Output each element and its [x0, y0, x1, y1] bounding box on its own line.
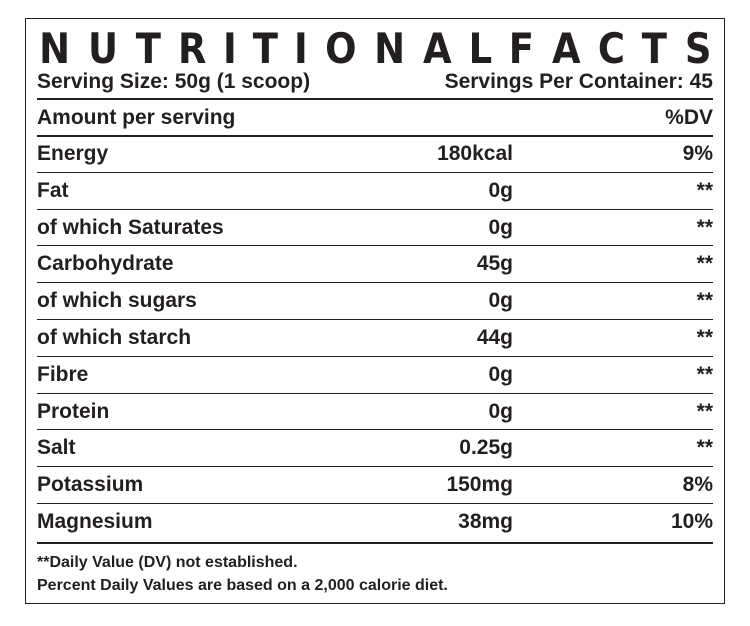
title-letter: I: [294, 24, 309, 73]
row-separator: [37, 429, 713, 431]
row-separator: [37, 171, 713, 173]
title-letter: N: [374, 24, 406, 73]
dv-header-label: %DV: [665, 106, 713, 129]
nutrient-amount: 44g: [476, 326, 513, 349]
title-letter: S: [684, 24, 712, 73]
nutrient-name: Fat: [37, 178, 69, 202]
table-row: Protein 0g **: [37, 394, 713, 430]
amount-header-label: Amount per serving: [37, 106, 236, 129]
title-letter: A: [422, 24, 452, 73]
nutrient-amount: 0g: [488, 362, 513, 386]
footer-rule: [37, 542, 713, 544]
title-letter: L: [468, 24, 493, 73]
table-row: Salt 0.25g **: [37, 430, 713, 466]
row-separator: [37, 503, 713, 504]
row-separator: [37, 135, 713, 137]
nutrient-amount: 45g: [476, 252, 513, 276]
row-separator: [37, 208, 713, 210]
footnotes: **Daily Value (DV) not established. Perc…: [37, 551, 713, 597]
nutrient-dv: **: [696, 399, 713, 423]
table-row: Magnesium 38mg 10%: [37, 504, 713, 540]
nutrient-amount: 0g: [488, 178, 513, 202]
nutrient-dv: **: [696, 436, 713, 460]
table-row: Fat 0g **: [37, 173, 713, 209]
nutrient-amount: 0g: [488, 289, 513, 313]
title-letter: T: [135, 24, 161, 73]
nutrient-dv: **: [696, 362, 713, 386]
table-row: Fibre 0g **: [37, 357, 713, 393]
row-separator: [37, 466, 713, 468]
nutrient-name: of which starch: [37, 326, 192, 349]
row-separator: [37, 282, 713, 284]
nutrient-amount: 180kcal: [437, 142, 513, 165]
footnote-dv-not-established: **Daily Value (DV) not established.: [37, 554, 298, 571]
nutrient-name: Carbohydrate: [37, 252, 174, 276]
nutrient-amount: 0g: [488, 399, 513, 423]
nutrient-amount: 0g: [488, 215, 513, 239]
row-separator: [37, 245, 713, 247]
title-letter: A: [551, 24, 581, 73]
nutrient-dv: **: [696, 289, 713, 313]
table-row: Carbohydrate 45g **: [37, 246, 713, 282]
nutrient-name: Energy: [37, 142, 109, 165]
nutrient-dv: **: [696, 326, 713, 349]
nutrient-name: Protein: [37, 399, 110, 423]
serving-size: Serving Size: 50g (1 scoop): [37, 70, 311, 93]
title-letter: R: [177, 24, 207, 73]
title-letter: T: [642, 24, 668, 73]
table-row: of which Saturates 0g **: [37, 210, 713, 246]
table-row: of which sugars 0g **: [37, 283, 713, 319]
header-rule: [37, 98, 713, 100]
nutrient-name: Magnesium: [37, 510, 153, 533]
amount-header: Amount per serving %DV: [37, 100, 713, 136]
nutrient-amount: 38mg: [458, 510, 513, 533]
row-separator: [37, 392, 713, 394]
title-letter: I: [222, 24, 237, 73]
nutrient-dv: **: [696, 178, 713, 202]
nutrient-name: of which Saturates: [37, 215, 224, 239]
title-letter: O: [324, 24, 357, 73]
nutrient-name: Potassium: [37, 473, 144, 497]
nutrient-name: Fibre: [37, 362, 89, 386]
nutrient-amount: 150mg: [446, 473, 513, 497]
nutrient-dv: 10%: [670, 510, 713, 533]
table-row: Potassium 150mg 8%: [37, 467, 713, 503]
nutrient-dv: **: [696, 215, 713, 239]
nutrient-dv: **: [696, 252, 713, 276]
row-separator: [37, 355, 713, 357]
nutrient-name: of which sugars: [37, 289, 197, 313]
table-row: Energy 180kcal 9%: [37, 136, 713, 172]
title-letter: N: [39, 24, 71, 73]
row-separator: [37, 319, 713, 320]
nutrient-name: Salt: [37, 436, 76, 460]
table-row: of which starch 44g **: [37, 320, 713, 356]
nutrient-dv: 8%: [682, 473, 713, 497]
title-letter: U: [87, 24, 118, 73]
title-letter: F: [509, 24, 535, 73]
nutrient-amount: 0.25g: [459, 436, 513, 460]
servings-per-container: Servings Per Container: 45: [444, 70, 713, 93]
title-letter: T: [252, 24, 279, 73]
title-letter: C: [597, 24, 625, 73]
footnote-calorie-diet: Percent Daily Values are based on a 2,00…: [37, 577, 448, 594]
nutrient-dv: 9%: [682, 142, 713, 165]
serving-info: Serving Size: 50g (1 scoop) Servings Per…: [37, 69, 713, 95]
